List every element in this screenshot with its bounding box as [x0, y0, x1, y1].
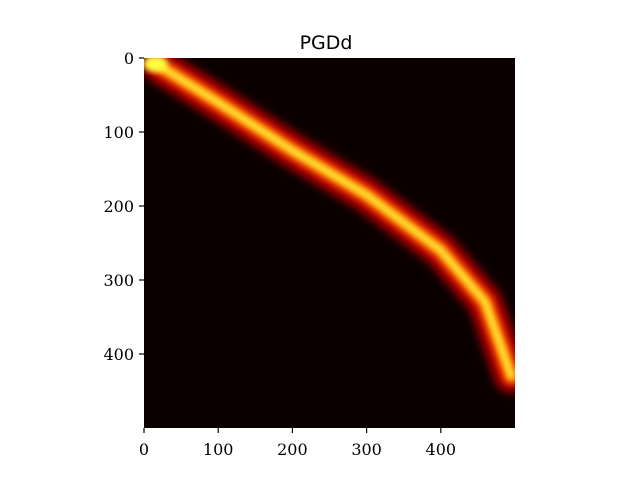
x-tick-label: 200: [277, 440, 308, 459]
y-tick-label: 0: [124, 49, 134, 68]
x-tick-label: 400: [426, 440, 457, 459]
heatmap-band: [144, 58, 515, 394]
chart-title: PGDd: [300, 32, 353, 54]
y-tick-label: 400: [103, 345, 134, 364]
x-tick-label: 100: [203, 440, 234, 459]
band-core: [155, 62, 515, 380]
y-tick-label: 100: [103, 123, 134, 142]
y-axis: 0 100 200 300 400: [103, 49, 144, 364]
x-tick-label: 300: [351, 440, 382, 459]
x-axis: 0 100 200 300 400: [139, 428, 456, 459]
plot-area: [144, 58, 515, 428]
y-tick-label: 300: [103, 271, 134, 290]
x-tick-label: 0: [139, 440, 149, 459]
band-peak: [144, 58, 168, 72]
heatmap-background: [144, 58, 515, 428]
y-tick-label: 200: [103, 197, 134, 216]
